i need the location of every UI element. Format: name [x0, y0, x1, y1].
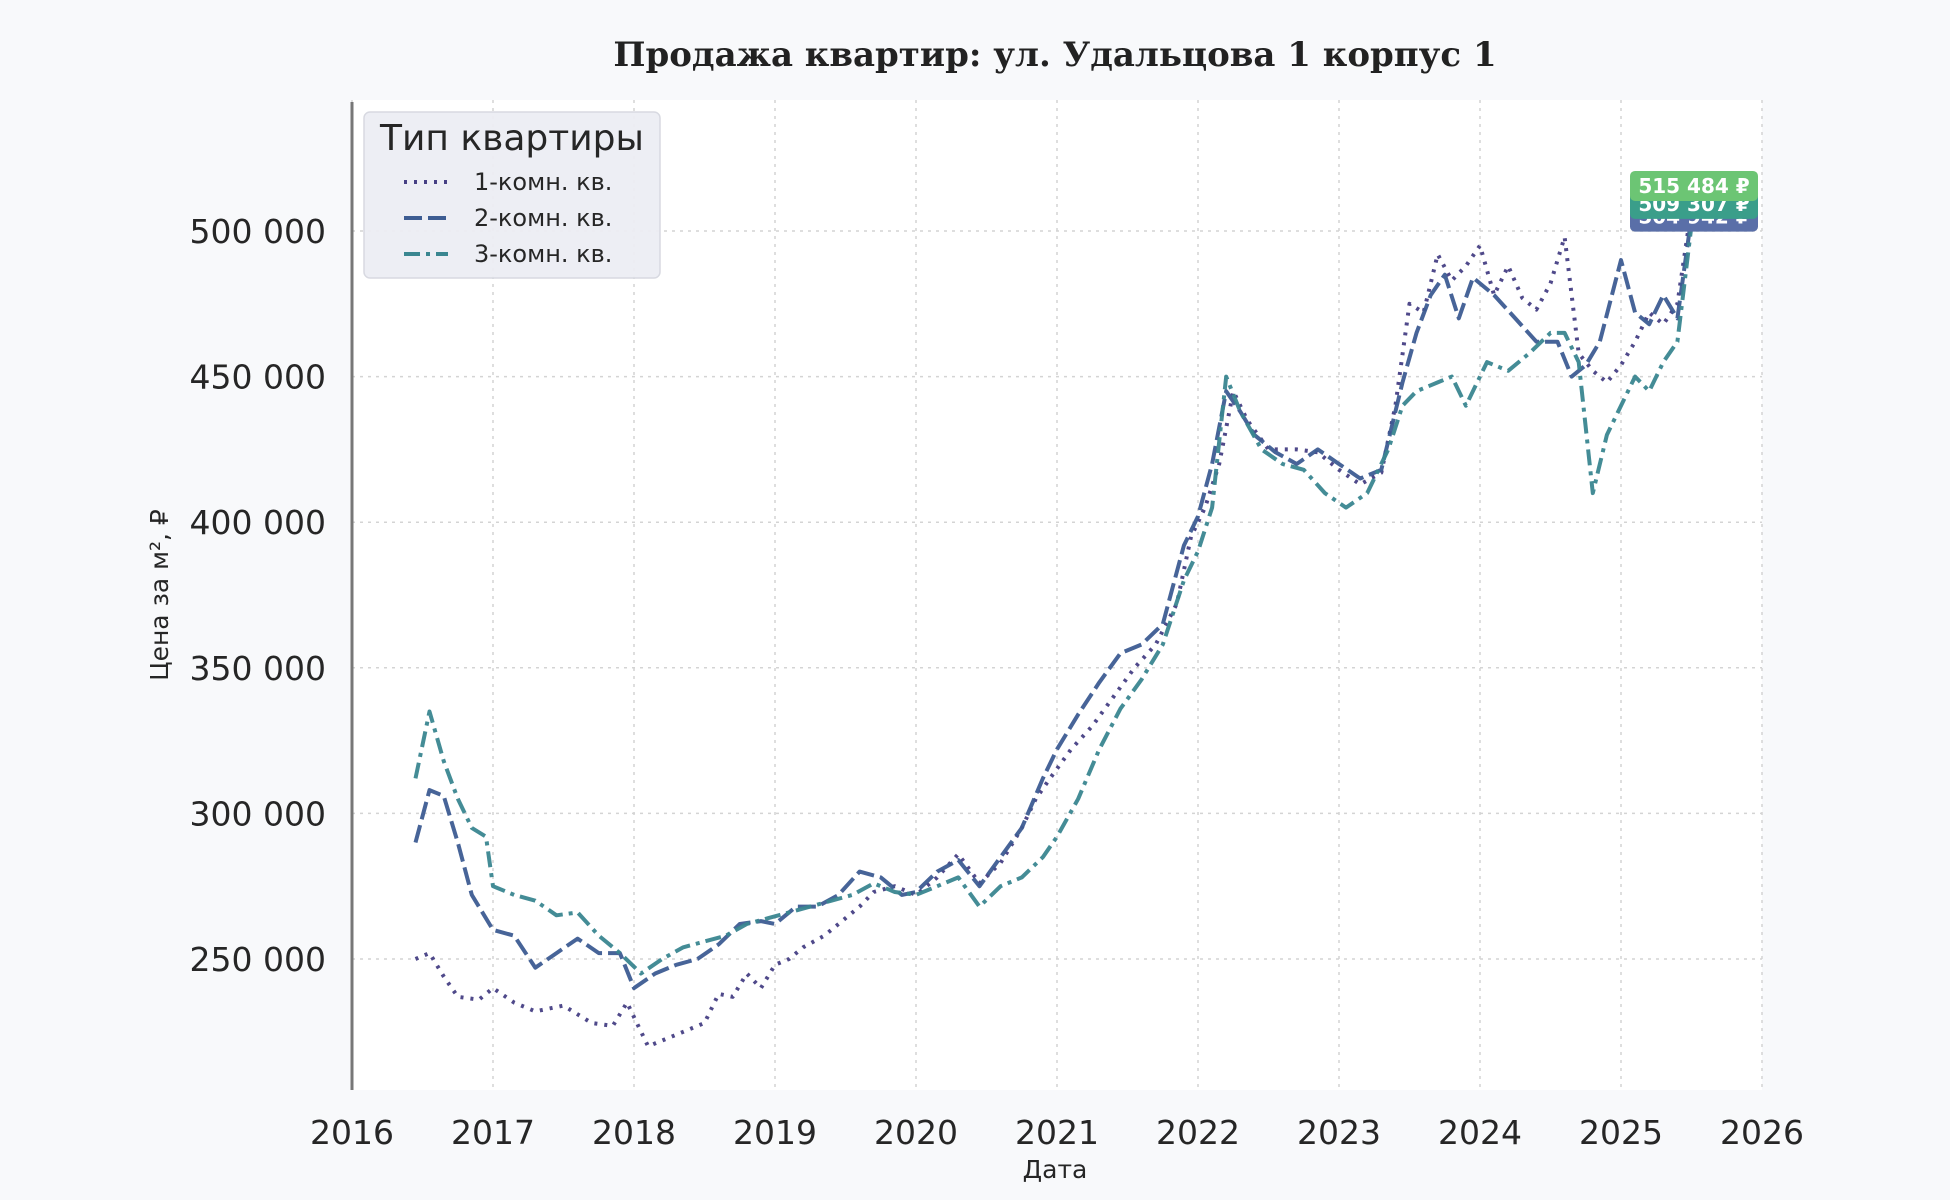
x-tick-label: 2023 [1297, 1113, 1381, 1152]
x-tick-label: 2018 [592, 1113, 676, 1152]
y-tick-label: 500 000 [190, 212, 326, 251]
legend-entries: 1-комн. кв. 2-комн. кв. 3-комн. кв. [404, 168, 612, 268]
y-tick-labels: 250 000 300 000 350 000 400 000 450 000 500 0… [190, 212, 326, 979]
legend-title: Тип квартиры [379, 118, 644, 159]
x-tick-label: 2016 [310, 1113, 394, 1152]
x-axis-label: Дата [1023, 1155, 1088, 1184]
x-tick-label: 2021 [1015, 1113, 1099, 1152]
legend-box [363, 111, 661, 279]
x-tick-label: 2022 [1156, 1113, 1240, 1152]
legend-label-3: 3-комн. кв. [474, 240, 612, 268]
chart-title: Продажа квартир: ул. Удальцова 1 корпус … [613, 35, 1496, 75]
x-tick-labels: 2016 2017 2018 2019 2020 2021 2022 2023 2024 2025… [310, 1113, 1804, 1152]
legend-label-1: 1-комн. кв. [474, 168, 612, 196]
y-axis-label: Цена за м², ₽ [145, 509, 174, 681]
y-tick-label: 350 000 [190, 649, 326, 688]
y-tick-label: 300 000 [190, 794, 326, 833]
series-lines [413, 207, 1694, 1049]
series-line-2 [413, 216, 1694, 991]
x-tick-label: 2019 [733, 1113, 817, 1152]
legend: Тип квартиры 1-комн. кв. 2-комн. кв. 3-ком… [363, 111, 661, 279]
value-badges: 504 942 ₽509 307 ₽515 484 ₽ [1630, 170, 1758, 232]
value-badge-text: 515 484 ₽ [1638, 174, 1749, 198]
y-tick-label: 400 000 [190, 503, 326, 542]
y-tick-label: 250 000 [190, 940, 326, 979]
x-tick-label: 2024 [1438, 1113, 1522, 1152]
x-tick-label: 2025 [1579, 1113, 1663, 1152]
legend-label-2: 2-комн. кв. [474, 204, 612, 232]
value-badge-bg [1630, 170, 1758, 201]
value-badge: 515 484 ₽ [1630, 170, 1758, 201]
series-line-3 [413, 224, 1694, 976]
x-tick-label: 2026 [1720, 1113, 1804, 1152]
x-tick-label: 2017 [451, 1113, 535, 1152]
series-line-1 [414, 207, 1694, 1049]
x-tick-label: 2020 [874, 1113, 958, 1152]
y-tick-label: 450 000 [190, 358, 326, 397]
